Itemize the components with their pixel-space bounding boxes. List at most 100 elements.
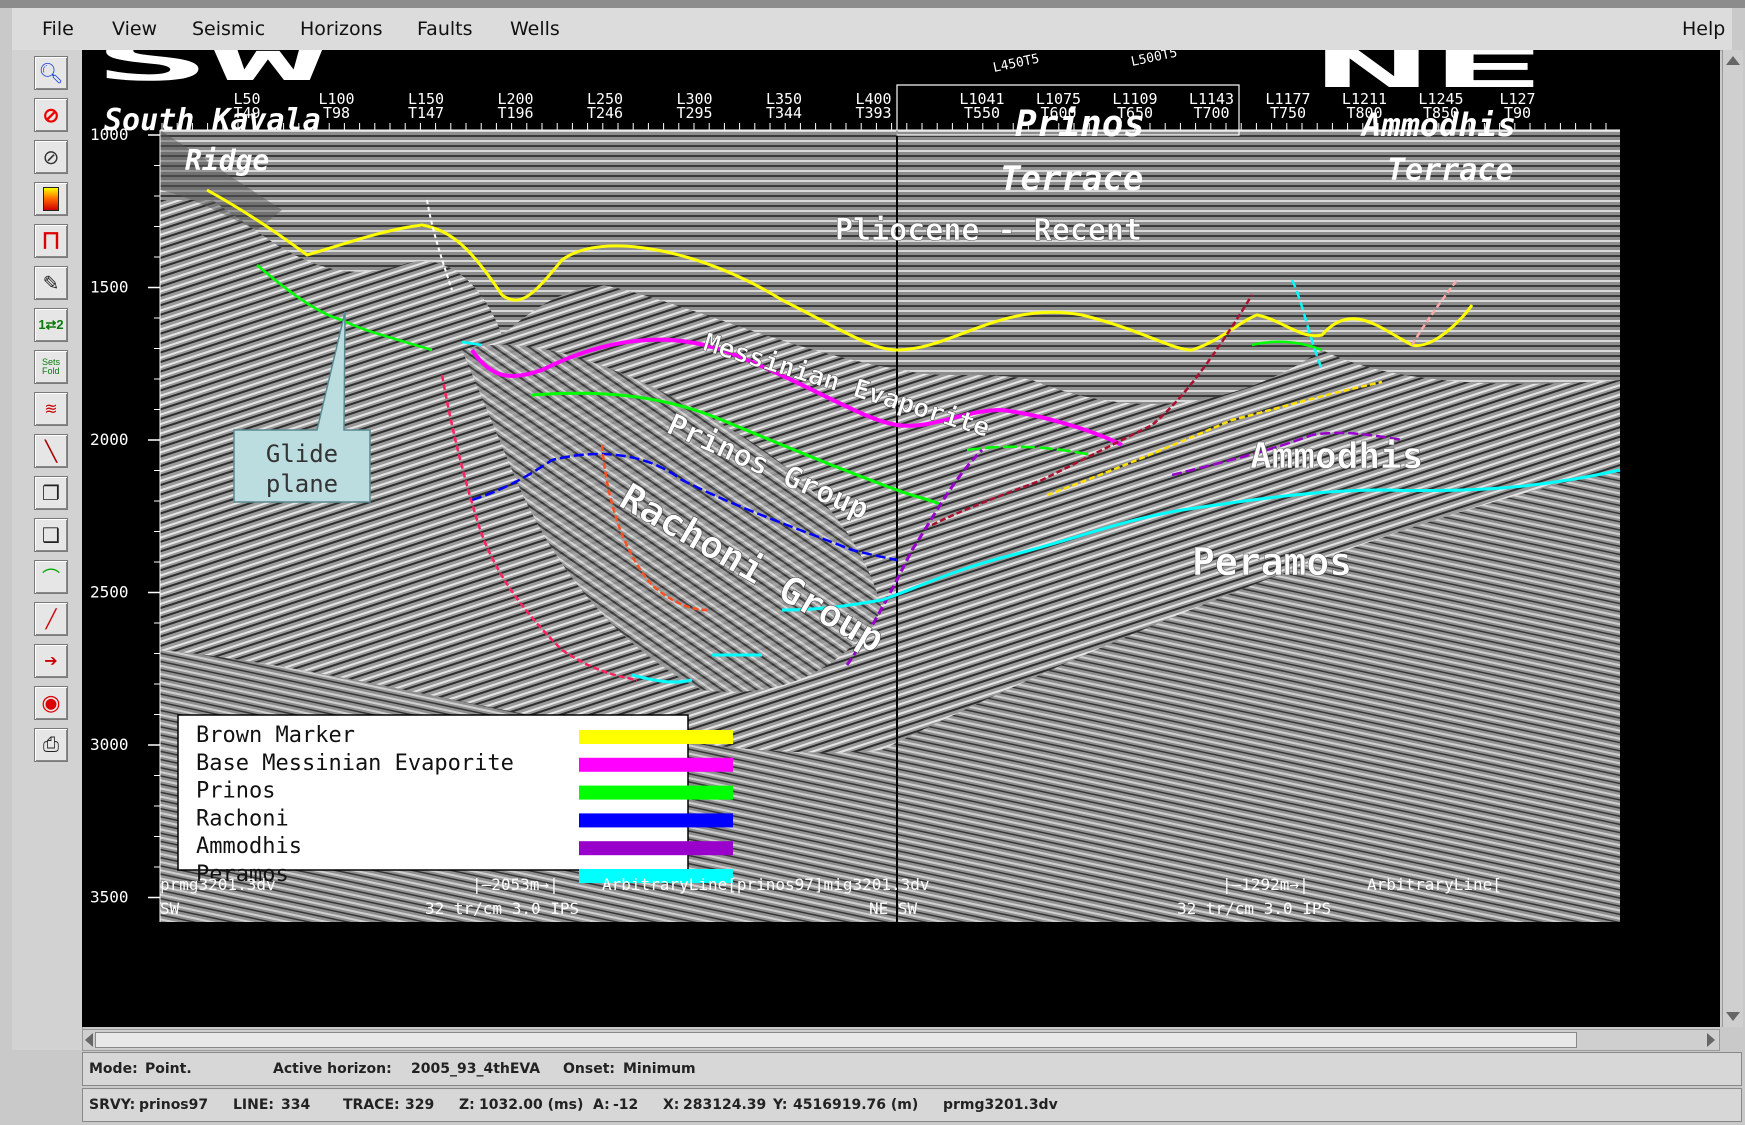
status-file: prmg3201.3dv	[943, 1097, 1058, 1113]
active-horizon-value: 2005_93_4thEVA	[411, 1061, 541, 1077]
line-number-label: L127	[1499, 90, 1535, 108]
scroll-left-icon[interactable]	[85, 1033, 93, 1047]
scroll-right-icon[interactable]	[1707, 1033, 1715, 1047]
ammodhis-title: Ammodhis	[1360, 106, 1516, 144]
prinos-title: Prinos	[1015, 104, 1145, 145]
zoom-icon[interactable]: 🔍︎	[34, 56, 68, 90]
depth-tick-label: 2500	[90, 583, 129, 602]
trace-number-label: T344	[766, 104, 802, 122]
print-icon[interactable]: ⎙	[34, 728, 68, 762]
legend-swatch	[579, 730, 733, 744]
depth-tick-label: 1000	[90, 125, 129, 144]
fault-icon[interactable]: ╱	[34, 602, 68, 636]
line-draw-icon[interactable]: ╲	[34, 434, 68, 468]
line-number-label: L300	[676, 90, 712, 108]
color-bar-icon[interactable]	[34, 182, 68, 216]
horizontal-scroll-thumb[interactable]	[95, 1032, 1577, 1048]
legend-label: Base Messinian Evaporite	[196, 751, 514, 776]
scroll-down-icon[interactable]	[1726, 1012, 1740, 1021]
top-axis-ticks	[161, 123, 1607, 130]
window-icon[interactable]: ❑	[34, 518, 68, 552]
horizon-pick-icon[interactable]: ⨅	[34, 224, 68, 258]
trace-number-label: T850	[1423, 104, 1459, 122]
left-survey-file: prmg3201.3dv	[160, 875, 276, 894]
copy-icon[interactable]: ❐	[34, 476, 68, 510]
horizon-legend: Brown Marker Base Messinian Evaporite Prin…	[177, 714, 733, 887]
horizontal-scrollbar[interactable]	[82, 1029, 1720, 1051]
line-number-label: L1143	[1189, 90, 1234, 108]
depth-tick-label: 3500	[90, 888, 129, 907]
horizon-ammodhis[interactable]	[845, 431, 1403, 666]
horizon-icon[interactable]: ⌒	[34, 560, 68, 594]
line-number-label: L1109	[1112, 90, 1157, 108]
swap-icon[interactable]: 1⇄2	[34, 308, 68, 342]
diag-label-2: L500T5	[1130, 50, 1179, 70]
trace-number-label: T750	[1270, 104, 1306, 122]
window-title-strip	[0, 0, 1745, 8]
depth-tick-label: 2000	[90, 430, 129, 449]
legend-label: Prinos	[196, 779, 275, 804]
trace-number-label: T98	[323, 104, 350, 122]
trace-number-label: T49	[233, 104, 260, 122]
trace-number-label: T700	[1193, 104, 1229, 122]
ammodhis-terrace-title: Terrace	[1387, 153, 1513, 188]
ammodhis-unit-label: Ammodhis	[1250, 436, 1423, 477]
menu-faults[interactable]: Faults	[417, 18, 473, 40]
onset-value: Minimum	[623, 1061, 696, 1077]
sw-direction-label: SW	[94, 50, 328, 93]
compass-icon[interactable]: ⊘	[34, 140, 68, 174]
trace-number-label: T90	[1504, 104, 1531, 122]
scroll-up-icon[interactable]	[1726, 56, 1740, 65]
glide-plane-callout: Glide plane	[233, 311, 371, 503]
cursor-status-bar: SRVY: prinos97 LINE: 334 TRACE: 329 Z: 1…	[82, 1088, 1742, 1122]
line-label: LINE:	[233, 1097, 275, 1113]
menu-view[interactable]: View	[112, 18, 158, 40]
line-value: 334	[281, 1097, 311, 1113]
active-horizon-label: Active horizon:	[273, 1061, 392, 1077]
menu-horizons[interactable]: Horizons	[300, 18, 383, 40]
wave-icon[interactable]: ≋	[34, 392, 68, 426]
right-arbitrary-line: ArbitraryLine[	[1367, 875, 1502, 894]
trace-number-label: T295	[676, 104, 712, 122]
legend-swatch	[579, 757, 733, 772]
left-distance-scale: |–2053m→|	[472, 875, 559, 894]
horizon-base-messinian[interactable]	[470, 337, 1123, 447]
line-number-label: L1177	[1265, 90, 1310, 108]
z-value: 1032.00 (ms)	[479, 1097, 584, 1113]
legend-swatch	[579, 813, 733, 828]
target-icon[interactable]: ◉	[34, 686, 68, 720]
sets-icon[interactable]: Sets Fold	[34, 350, 68, 384]
menu-seismic[interactable]: Seismic	[192, 18, 266, 40]
annotate-icon[interactable]: ✎	[34, 266, 68, 300]
horizon-rachoni[interactable]	[471, 452, 898, 562]
tracker-icon[interactable]: ➔	[34, 644, 68, 678]
menu-file[interactable]: File	[42, 18, 74, 40]
seismic-section-view[interactable]: SW NE L450T5 L500T5 L50 T49 L100 T98 L150 T14…	[82, 30, 1720, 1027]
fault-lines[interactable]	[426, 199, 1459, 682]
seismic-canvas: SW NE L450T5 L500T5 L50T49L100T98L150T14…	[90, 30, 1621, 922]
horizon-peramos[interactable]	[461, 279, 1621, 684]
line-number-label: L1245	[1418, 90, 1463, 108]
tool-palette: 🔍︎ ⊘ ⊘ ⨅ ✎ 1⇄2 Sets Fold ≋ ╲ ❐ ❑ ⌒ ╱ ➔ ◉ …	[12, 50, 83, 1050]
horizon-brown-marker[interactable]	[206, 188, 1474, 352]
trace-value: 329	[405, 1097, 435, 1113]
ridge-title: Ridge	[185, 144, 269, 177]
menu-help[interactable]: Help	[1682, 18, 1726, 40]
menu-wells[interactable]: Wells	[510, 18, 560, 40]
horizon-prinos[interactable]	[256, 264, 1323, 507]
vertical-scrollbar[interactable]	[1722, 50, 1743, 1027]
no-entry-icon[interactable]: ⊘	[34, 98, 68, 132]
right-distance-scale: |–1292m→|	[1222, 875, 1309, 894]
